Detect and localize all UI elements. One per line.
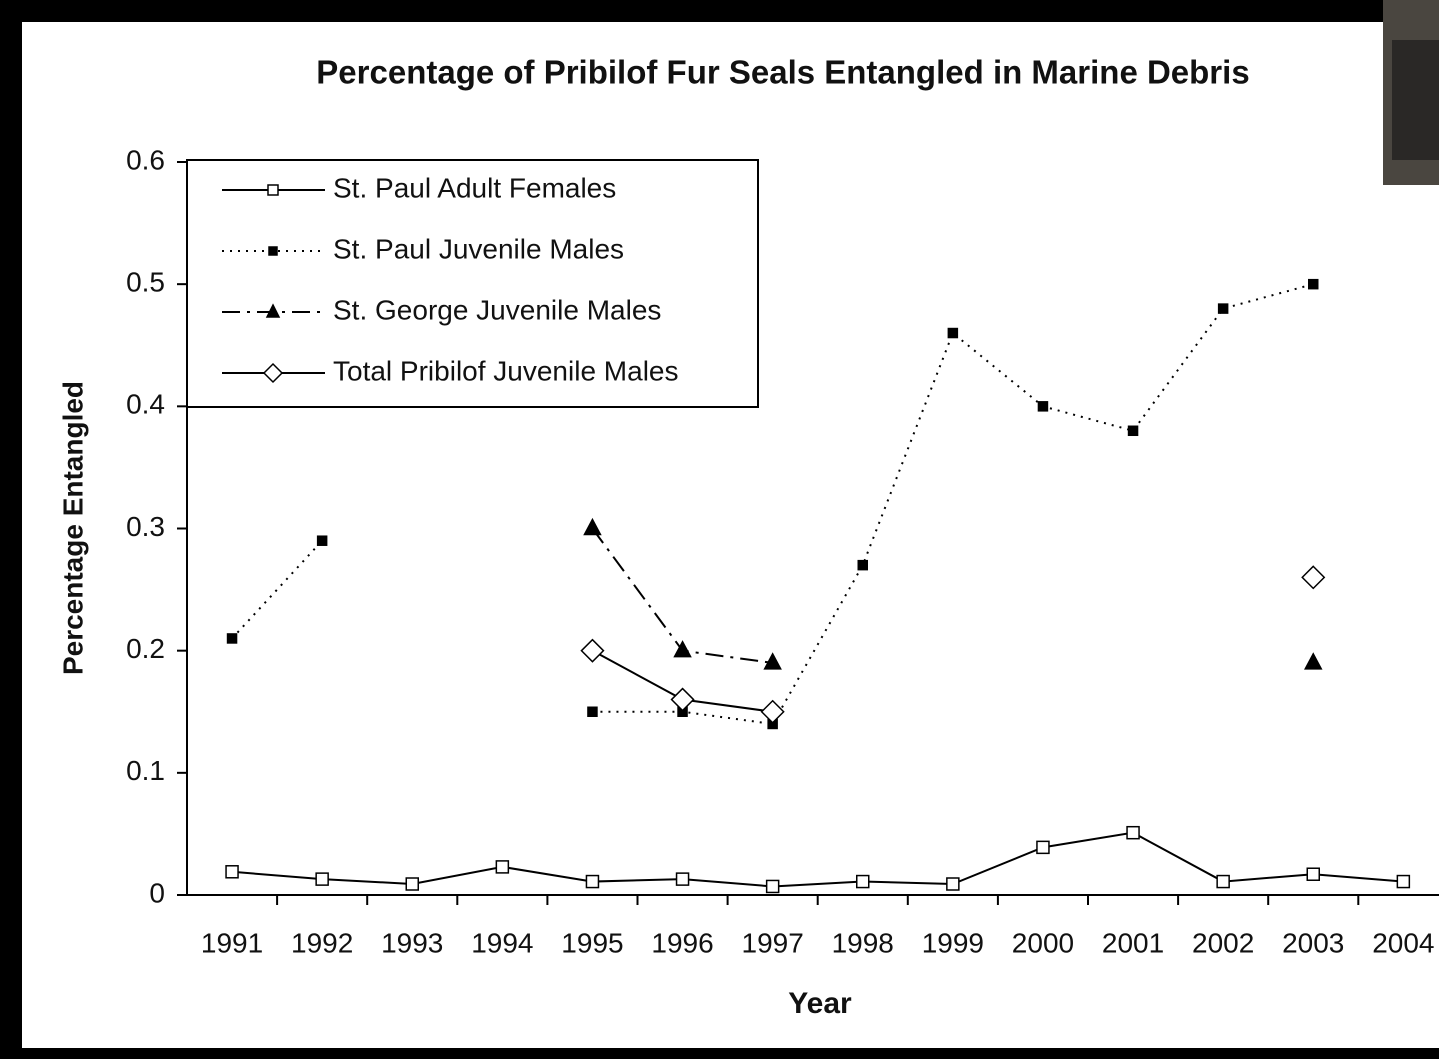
x-tick-label: 1999 [922, 927, 984, 958]
legend-label: St. Paul Juvenile Males [333, 233, 624, 264]
series-line [592, 283, 1314, 726]
data-point [1037, 401, 1049, 412]
data-point [675, 872, 690, 886]
data-point [1216, 874, 1230, 889]
data-point [1396, 874, 1411, 889]
data-point [673, 640, 692, 658]
data-point [670, 687, 695, 712]
y-tick-label: 0.6 [126, 144, 165, 175]
data-point [760, 699, 785, 724]
legend-label: Total Pribilof Juvenile Males [333, 355, 679, 386]
data-point [1301, 565, 1326, 590]
y-tick-label: 0.5 [126, 267, 165, 298]
data-point [1217, 303, 1229, 314]
x-tick-label: 2002 [1192, 927, 1254, 958]
data-point [765, 879, 780, 894]
data-point [583, 517, 602, 536]
y-axis-label: Percentage Entangled [57, 381, 88, 675]
x-axis-label: Year [788, 987, 852, 1020]
legend-marker [268, 246, 278, 256]
legend-label: St. Paul Adult Females [333, 172, 616, 203]
y-tick-label: 0.1 [126, 755, 165, 786]
x-tick-label: 2000 [1012, 927, 1074, 958]
data-point [1036, 840, 1050, 855]
data-point [1127, 425, 1139, 437]
data-point [946, 877, 960, 891]
data-point [226, 633, 238, 644]
data-point [1306, 867, 1320, 881]
x-tick-label: 1991 [201, 927, 263, 958]
y-tick-label: 0.4 [126, 389, 165, 420]
data-point [587, 706, 598, 717]
chart-title: Percentage of Pribilof Fur Seals Entangl… [316, 54, 1249, 91]
y-tick-label: 0.2 [126, 633, 165, 664]
photo-detail [1392, 40, 1439, 160]
y-tick-label: 0.3 [126, 511, 165, 542]
data-point [1126, 825, 1140, 840]
y-tick-label: 0 [149, 877, 165, 908]
x-tick-label: 2001 [1102, 927, 1164, 958]
data-point [1308, 278, 1319, 290]
data-point [857, 559, 868, 571]
legend-marker [262, 362, 284, 384]
x-tick-label: 1993 [381, 927, 443, 958]
data-point [405, 877, 419, 891]
data-point [856, 874, 870, 889]
data-point [316, 535, 328, 546]
x-tick-label: 1992 [291, 927, 353, 958]
data-point [763, 652, 782, 670]
data-point [947, 327, 959, 339]
legend-marker [267, 184, 279, 196]
data-point [1304, 652, 1323, 670]
data-point [225, 865, 239, 879]
x-tick-label: 2003 [1282, 927, 1344, 958]
series-line [231, 831, 1404, 888]
legend-label: St. George Juvenile Males [333, 294, 661, 325]
x-tick-label: 1997 [742, 927, 804, 958]
x-tick-label: 1996 [651, 927, 713, 958]
legend-marker [265, 303, 281, 318]
x-tick-label: 1994 [471, 927, 533, 958]
data-point [495, 860, 510, 874]
x-tick-label: 1998 [832, 927, 894, 958]
data-point [315, 872, 329, 886]
x-tick-label: 2004 [1372, 927, 1434, 958]
x-tick-label: 1995 [561, 927, 623, 958]
data-point [580, 638, 605, 663]
legend-box [186, 159, 759, 408]
data-point [585, 874, 600, 889]
